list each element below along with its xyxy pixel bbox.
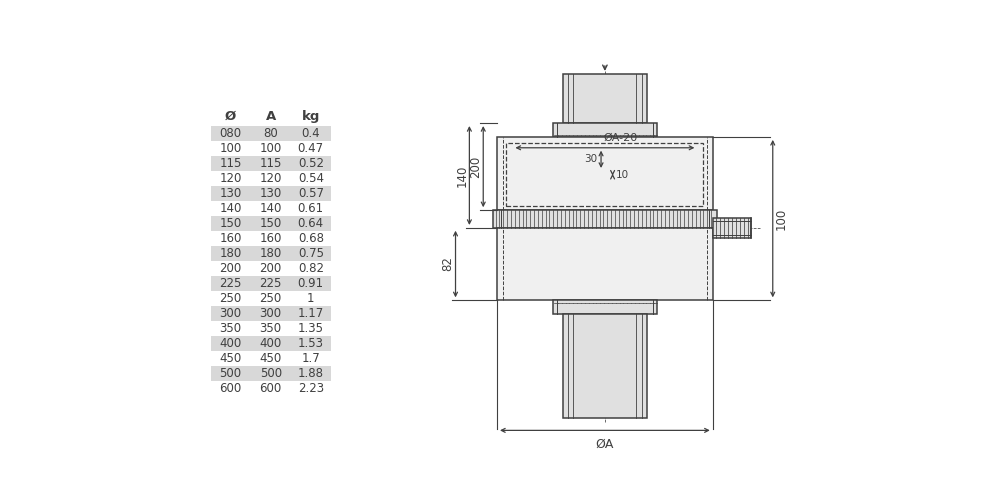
Bar — [211, 186, 331, 202]
Text: 0.68: 0.68 — [298, 232, 324, 245]
Bar — [211, 216, 331, 232]
Text: 200: 200 — [469, 156, 482, 178]
Bar — [553, 123, 657, 137]
Text: 500: 500 — [260, 368, 282, 380]
Bar — [211, 246, 331, 262]
Text: 1.88: 1.88 — [298, 368, 324, 380]
Bar — [506, 143, 703, 206]
Text: 0.57: 0.57 — [298, 188, 324, 200]
Text: 450: 450 — [260, 352, 282, 366]
Text: 200: 200 — [220, 262, 242, 276]
Text: 0.91: 0.91 — [298, 278, 324, 290]
Bar — [497, 228, 713, 300]
Text: 160: 160 — [260, 232, 282, 245]
Text: 180: 180 — [260, 248, 282, 260]
Text: 80: 80 — [263, 127, 278, 140]
Bar — [211, 382, 331, 396]
Text: 0.64: 0.64 — [298, 218, 324, 230]
Bar — [563, 314, 647, 418]
Text: 225: 225 — [260, 278, 282, 290]
Text: 250: 250 — [260, 292, 282, 306]
Text: 0.4: 0.4 — [301, 127, 320, 140]
Text: 0.52: 0.52 — [298, 158, 324, 170]
Bar — [211, 322, 331, 336]
Text: 400: 400 — [260, 338, 282, 350]
Text: 1.35: 1.35 — [298, 322, 324, 336]
Text: 350: 350 — [260, 322, 282, 336]
Text: 1.7: 1.7 — [301, 352, 320, 366]
Text: 600: 600 — [260, 382, 282, 396]
Text: 120: 120 — [219, 172, 242, 186]
Text: 225: 225 — [219, 278, 242, 290]
Text: 150: 150 — [220, 218, 242, 230]
Bar — [211, 366, 331, 382]
Bar — [497, 137, 713, 210]
Text: 1: 1 — [307, 292, 315, 306]
Text: kg: kg — [302, 110, 320, 123]
Text: 100: 100 — [775, 208, 788, 230]
Bar — [211, 156, 331, 172]
Text: 140: 140 — [219, 202, 242, 215]
Text: 0.54: 0.54 — [298, 172, 324, 186]
Text: 30: 30 — [584, 154, 597, 164]
Text: 130: 130 — [260, 188, 282, 200]
Text: 400: 400 — [220, 338, 242, 350]
Bar — [211, 126, 331, 141]
Bar — [211, 172, 331, 186]
Text: 1.53: 1.53 — [298, 338, 324, 350]
Text: 250: 250 — [220, 292, 242, 306]
Text: 1.17: 1.17 — [298, 308, 324, 320]
Bar — [211, 352, 331, 366]
Text: 10: 10 — [616, 170, 629, 179]
Bar — [211, 202, 331, 216]
Bar — [211, 141, 331, 156]
Text: 130: 130 — [220, 188, 242, 200]
Text: 300: 300 — [260, 308, 282, 320]
Bar — [211, 262, 331, 276]
Text: 180: 180 — [220, 248, 242, 260]
Text: 450: 450 — [220, 352, 242, 366]
Text: ØA: ØA — [596, 438, 614, 450]
Text: 150: 150 — [260, 218, 282, 230]
Bar — [211, 232, 331, 246]
Text: 2.23: 2.23 — [298, 382, 324, 396]
Text: 500: 500 — [220, 368, 242, 380]
Text: A: A — [266, 110, 276, 123]
Text: 080: 080 — [220, 127, 242, 140]
Text: 0.82: 0.82 — [298, 262, 324, 276]
Text: 0.47: 0.47 — [298, 142, 324, 155]
Text: 0.75: 0.75 — [298, 248, 324, 260]
Bar — [211, 306, 331, 322]
Text: 115: 115 — [260, 158, 282, 170]
Bar — [211, 292, 331, 306]
Text: ØA-20: ØA-20 — [603, 132, 637, 142]
Text: 140: 140 — [260, 202, 282, 215]
Bar — [211, 276, 331, 291]
Text: 140: 140 — [455, 164, 468, 186]
Text: 82: 82 — [441, 256, 454, 272]
Text: 100: 100 — [260, 142, 282, 155]
Bar — [713, 218, 751, 238]
Bar — [553, 300, 657, 314]
Bar — [563, 74, 647, 123]
Text: 115: 115 — [219, 158, 242, 170]
Text: 120: 120 — [260, 172, 282, 186]
Text: 0.61: 0.61 — [298, 202, 324, 215]
Text: 300: 300 — [220, 308, 242, 320]
Text: 350: 350 — [220, 322, 242, 336]
Bar — [493, 210, 717, 228]
Text: 200: 200 — [260, 262, 282, 276]
Text: 160: 160 — [219, 232, 242, 245]
Text: 600: 600 — [220, 382, 242, 396]
Text: Ø: Ø — [225, 110, 236, 123]
Bar — [211, 336, 331, 351]
Text: 100: 100 — [220, 142, 242, 155]
